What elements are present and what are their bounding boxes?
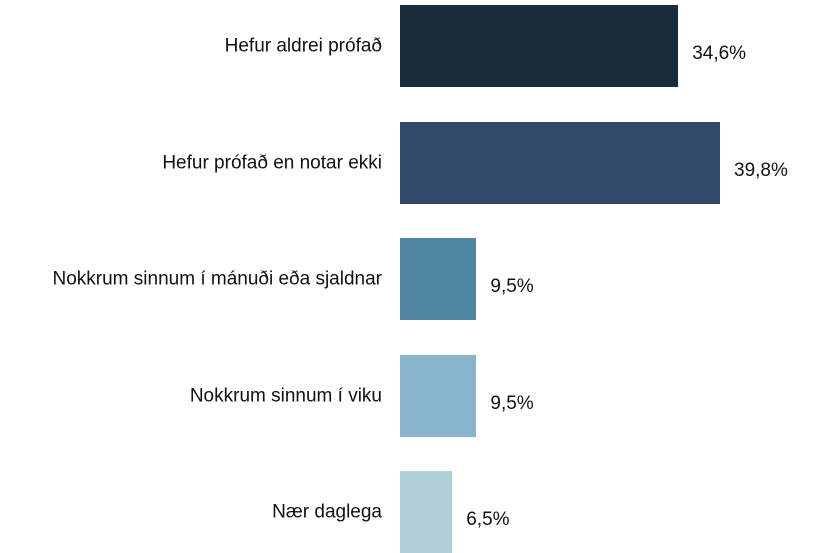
- category-text: Hefur aldrei prófað: [224, 35, 382, 57]
- category-text: Nokkrum sinnum í mánuði eða sjaldnar: [52, 268, 383, 290]
- category-label: Nær daglega: [0, 499, 382, 526]
- category-label: Nokkrum sinnum í viku: [0, 382, 382, 409]
- category-label: Nokkrum sinnum í mánuði eða sjaldnar: [0, 266, 383, 293]
- bar: [400, 5, 679, 87]
- bar: [400, 121, 720, 204]
- value-label: 9,5%: [490, 392, 534, 414]
- category-label: Hefur aldrei prófað: [0, 33, 382, 60]
- value-label: 9,5%: [490, 276, 534, 297]
- bar: [400, 471, 453, 553]
- category-label: Hefur prófað en notar ekki: [0, 149, 382, 176]
- category-text: Nokkrum sinnum í viku: [189, 385, 382, 406]
- value-label: 34,6%: [692, 43, 747, 64]
- value-label: 39,8%: [734, 159, 788, 181]
- category-text: Hefur prófað en notar ekki: [162, 152, 382, 173]
- category-text: Nær daglega: [272, 501, 382, 523]
- bar: [400, 354, 477, 437]
- bar: [400, 238, 477, 320]
- value-label: 6,5%: [466, 509, 510, 530]
